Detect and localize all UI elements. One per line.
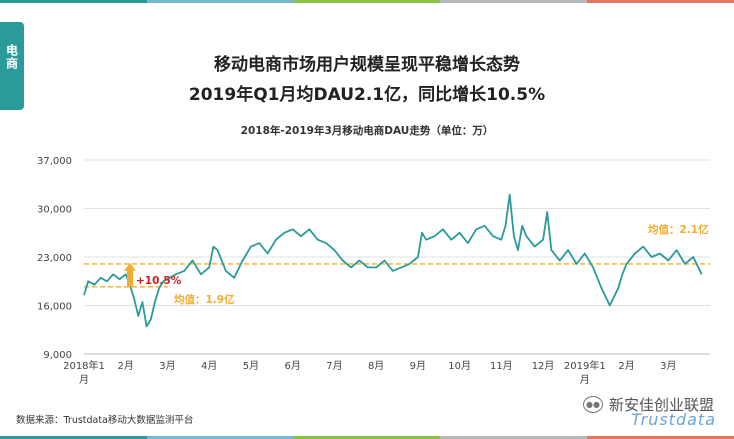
x-tick-label: 2018年1 [63, 359, 105, 372]
top-color-bar [0, 0, 734, 3]
x-tick-label: 11月 [490, 360, 513, 372]
x-tick-label: 3月 [660, 360, 676, 372]
section-tab: 电商 [0, 22, 24, 110]
page-title: 移动电商市场用户规模呈现平稳增长态势 [214, 55, 520, 75]
y-tick-label: 9,000 [43, 350, 72, 361]
wechat-icon: ●● [582, 396, 603, 413]
bottom-color-bar [0, 436, 734, 439]
x-tick-label: 2019年1 [564, 359, 606, 372]
x-tick-label: 7月 [326, 360, 342, 372]
x-tick-label: 2月 [618, 360, 634, 372]
x-tick-label: 12月 [532, 360, 555, 372]
x-tick-label: 10月 [448, 360, 471, 372]
y-tick-label: 37,000 [37, 156, 72, 167]
x-tick-label: 4月 [201, 360, 217, 372]
x-tick-label: 8月 [368, 360, 384, 372]
x-tick-label-suffix: 月 [580, 374, 590, 386]
mean-label-2019: 均值：2.1亿 [648, 223, 709, 236]
x-tick-label: 5月 [243, 360, 259, 372]
section-tab-label: 电商 [4, 44, 19, 70]
mean-label-2018: 均值：1.9亿 [174, 293, 235, 306]
x-tick-label-suffix: 月 [79, 374, 89, 386]
watermark-text: 新安佳创业联盟 [608, 396, 714, 414]
x-tick-label: 2月 [118, 360, 134, 372]
dau-series-line [83, 193, 703, 328]
brand-watermark: Trustdata [631, 410, 716, 429]
growth-label: +10.5% [136, 275, 182, 287]
growth-arrow-shaft [127, 269, 133, 287]
growth-arrow-head [124, 262, 136, 271]
x-tick-label: 9月 [410, 360, 426, 372]
x-tick-label: 3月 [159, 360, 175, 372]
y-tick-label: 16,000 [37, 302, 72, 313]
x-tick-label: 6月 [284, 360, 300, 372]
y-tick-label: 30,000 [37, 205, 72, 216]
page-subtitle: 2019年Q1月均DAU2.1亿，同比增长10.5% [188, 85, 546, 105]
y-tick-label: 23,000 [37, 253, 72, 264]
wechat-watermark: ●● 新安佳创业联盟 [576, 392, 720, 417]
chart-title: 2018年-2019年3月移动电商DAU走势（单位：万） [240, 125, 494, 137]
data-source-note: 数据来源：Trustdata移动大数据监测平台 [16, 415, 194, 426]
